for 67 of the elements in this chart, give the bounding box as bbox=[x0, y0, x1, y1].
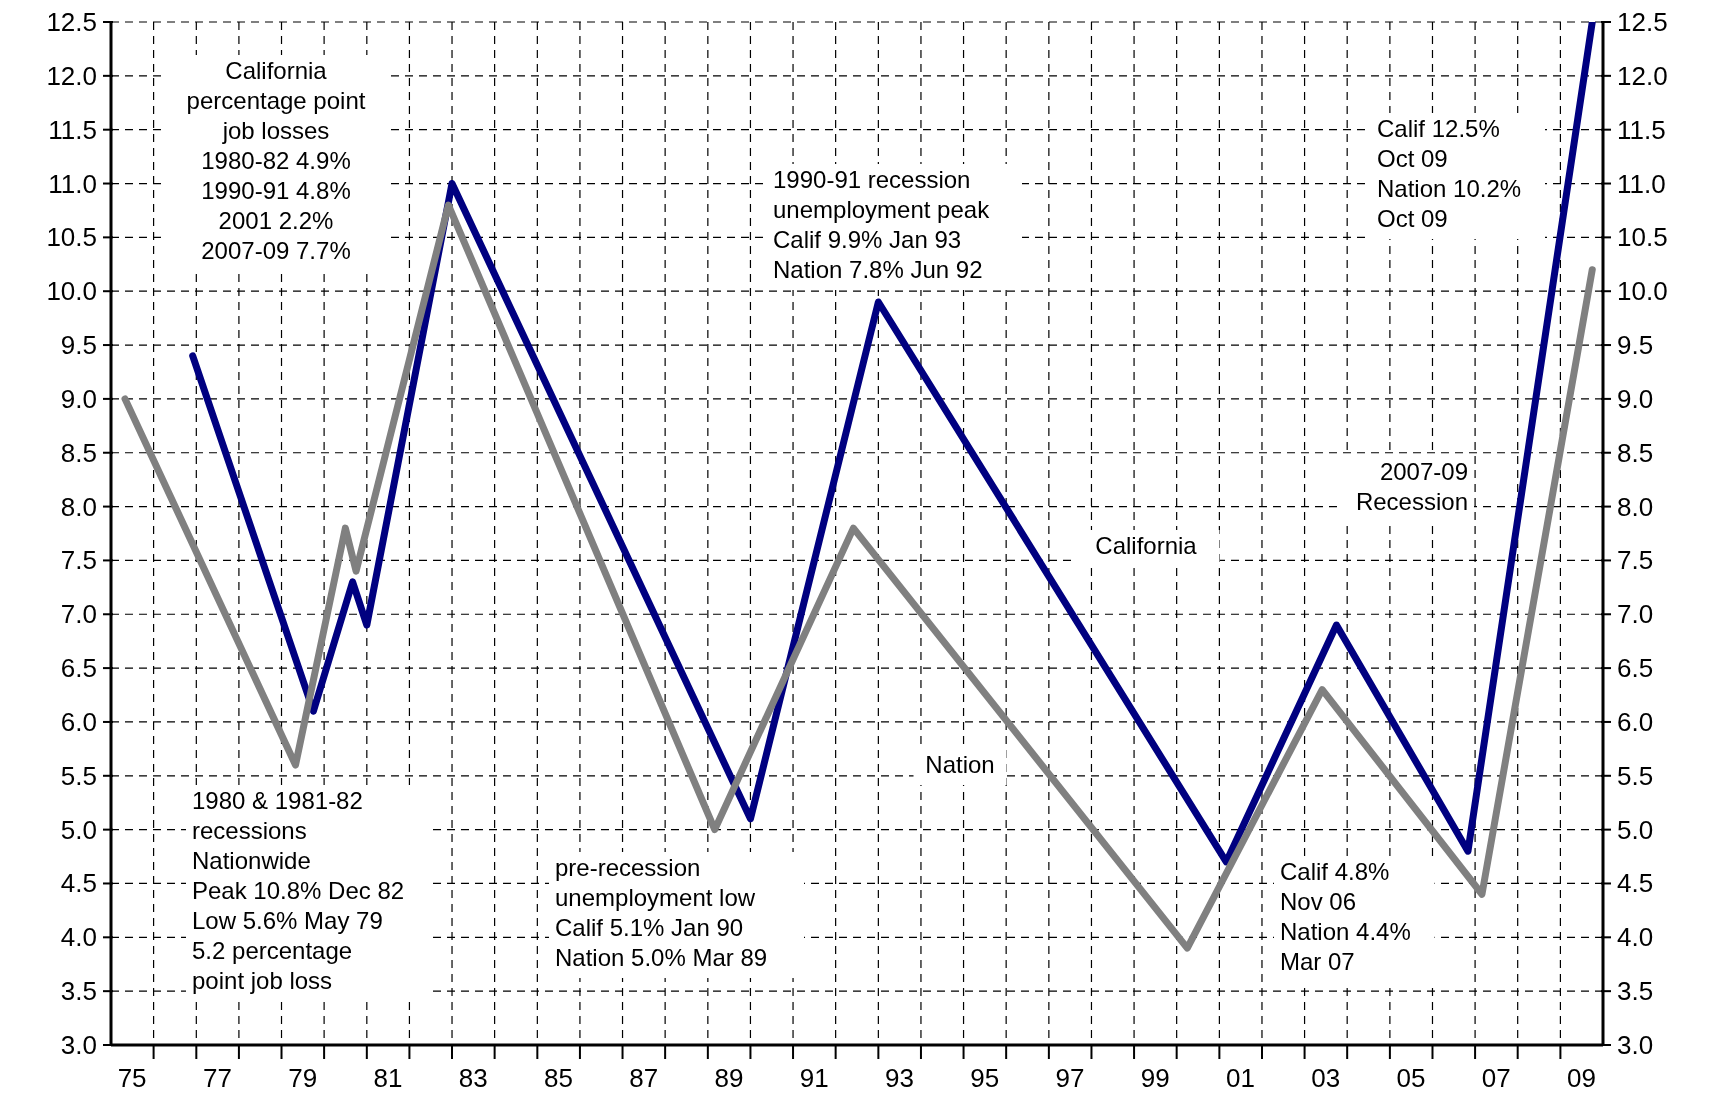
x-tick-label: 75 bbox=[117, 1063, 147, 1093]
text: California bbox=[1095, 532, 1198, 559]
x-tick-label: 91 bbox=[799, 1063, 829, 1093]
x-tick-label: 01 bbox=[1226, 1063, 1255, 1093]
annotation: Calif 4.8% Nov 06 Nation 4.4% Mar 07 bbox=[1280, 858, 1411, 975]
y2-tick-label: 7.5 bbox=[1617, 545, 1654, 576]
y2-tick-label: 5.0 bbox=[1617, 814, 1654, 845]
y2-tick-label: 10.5 bbox=[1617, 222, 1668, 253]
y-tick-label: 10.0 bbox=[46, 276, 97, 307]
x-tick-label: 03 bbox=[1311, 1063, 1341, 1093]
y-tick-label: 11.5 bbox=[48, 114, 97, 145]
annotation: 2007-09 Recession bbox=[1355, 458, 1468, 515]
y2-tick-label: 4.5 bbox=[1617, 868, 1654, 899]
x-tick-label: 89 bbox=[714, 1063, 744, 1093]
y2-tick-label: 6.0 bbox=[1617, 706, 1654, 737]
x-tick-label: 87 bbox=[629, 1063, 659, 1093]
y2-tick-label: 11.0 bbox=[1617, 168, 1666, 199]
y2-tick-label: 10.0 bbox=[1617, 276, 1668, 307]
y2-tick-label: 4.0 bbox=[1617, 922, 1654, 953]
y2-tick-label: 7.0 bbox=[1617, 599, 1654, 630]
x-tick-label: 79 bbox=[288, 1063, 318, 1093]
y-tick-label: 6.5 bbox=[60, 653, 97, 684]
x-tick-label: 05 bbox=[1396, 1063, 1426, 1093]
y2-tick-label: 12.0 bbox=[1617, 60, 1668, 91]
y2-tick-label: 3.0 bbox=[1617, 1030, 1654, 1060]
annotation: Calif 12.5% Oct 09 Nation 10.2% Oct 09 bbox=[1377, 115, 1522, 232]
y2-tick-label: 8.5 bbox=[1617, 437, 1654, 468]
y-tick-label: 12.0 bbox=[46, 60, 97, 91]
y2-tick-label: 11.5 bbox=[1617, 114, 1666, 145]
y-tick-label: 10.5 bbox=[46, 222, 97, 253]
y2-tick-label: 6.5 bbox=[1617, 653, 1654, 684]
x-tick-label: 83 bbox=[458, 1063, 488, 1093]
y2-tick-label: 8.0 bbox=[1617, 491, 1654, 522]
y-tick-label: 12.5 bbox=[46, 7, 97, 37]
y-tick-label: 4.0 bbox=[60, 922, 97, 953]
x-tick-label: 99 bbox=[1140, 1063, 1170, 1093]
y2-tick-label: 12.5 bbox=[1617, 7, 1668, 37]
annotation: pre-recession unemployment low Calif 5.1% Jan 90 Nation 5.0% Mar 89 bbox=[555, 854, 768, 971]
y2-tick-label: 9.5 bbox=[1617, 330, 1654, 361]
y-tick-label: 3.5 bbox=[60, 976, 97, 1007]
y-tick-label: 5.0 bbox=[60, 814, 97, 845]
y-tick-label: 4.5 bbox=[60, 868, 97, 899]
x-tick-label: 95 bbox=[970, 1063, 1000, 1093]
y-tick-label: 8.0 bbox=[60, 491, 97, 522]
y-tick-label: 6.0 bbox=[60, 706, 97, 737]
x-tick-label: 93 bbox=[885, 1063, 914, 1093]
y-tick-label: 3.0 bbox=[60, 1030, 97, 1060]
y2-tick-label: 9.0 bbox=[1617, 383, 1654, 414]
x-tick-label: 97 bbox=[1055, 1063, 1085, 1093]
x-tick-label: 85 bbox=[544, 1063, 573, 1093]
y-tick-label: 7.5 bbox=[60, 545, 97, 576]
y-tick-label: 5.5 bbox=[60, 760, 97, 791]
y-tick-label: 9.5 bbox=[60, 330, 97, 361]
y-tick-label: 11.0 bbox=[48, 168, 97, 199]
x-tick-label: 77 bbox=[202, 1063, 232, 1093]
y-tick-label: 9.0 bbox=[60, 383, 97, 414]
y-tick-label: 8.5 bbox=[60, 437, 97, 468]
x-tick-label: 09 bbox=[1567, 1063, 1596, 1093]
x-tick-label: 81 bbox=[373, 1063, 403, 1093]
y-tick-label: 7.0 bbox=[60, 599, 97, 630]
series-label: Nation bbox=[925, 751, 995, 778]
annotation: 1980 & 1981-82 recessions Nationwide Peak 10.8% Dec 82 Low 5.6% May 79 5.2 percentage point job loss bbox=[192, 787, 405, 994]
x-tick-label: 07 bbox=[1481, 1063, 1511, 1093]
annotation: 1990-91 recession unemployment peak Calif 9.9% Jan 93 Nation 7.8% Jun 92 bbox=[773, 166, 991, 283]
y2-tick-label: 3.5 bbox=[1617, 976, 1654, 1007]
annotation: California percentage point job losses 1980-82 4.9% 1990-91 4.8% 2001 2.2% 2007-09 7.7% bbox=[186, 57, 366, 264]
y2-tick-label: 5.5 bbox=[1617, 760, 1654, 791]
